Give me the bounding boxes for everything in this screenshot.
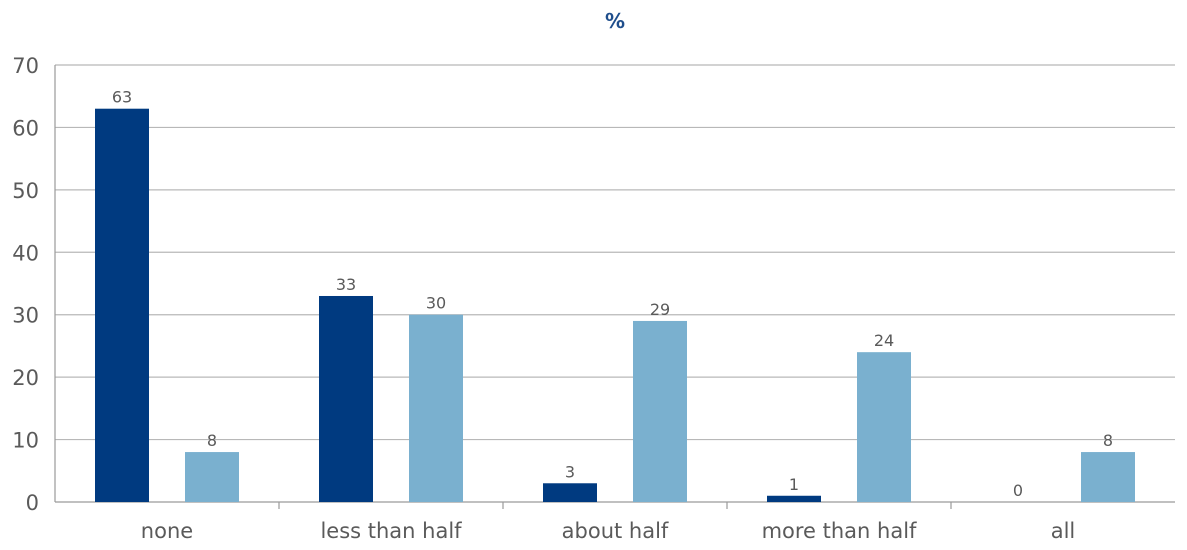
- data-label: 0: [1013, 481, 1023, 500]
- y-tick-label: 70: [12, 54, 39, 78]
- y-tick-label: 0: [26, 491, 39, 515]
- bar-series-1: [95, 108, 149, 502]
- bar-series-2: [409, 314, 463, 502]
- category-label: about half: [562, 519, 669, 543]
- data-labels: 63 8 33 30 3 29 1 24 0 8: [112, 88, 1113, 500]
- category-label: none: [141, 519, 193, 543]
- data-label: 8: [207, 431, 217, 450]
- data-label: 1: [789, 475, 799, 494]
- bar-series-1: [767, 495, 821, 502]
- data-label: 33: [336, 275, 356, 294]
- category-label: more than half: [762, 519, 917, 543]
- bar-series-2: [185, 452, 239, 502]
- chart-title: %: [605, 9, 625, 33]
- bar-series-1: [319, 295, 373, 502]
- y-tick-label: 40: [12, 241, 39, 265]
- data-label: 24: [874, 331, 894, 350]
- category-label: all: [1051, 519, 1076, 543]
- y-tick-label: 50: [12, 179, 39, 203]
- data-label: 63: [112, 88, 132, 107]
- data-label: 30: [426, 294, 446, 313]
- y-tick-label: 10: [12, 429, 39, 453]
- bar-series-2: [857, 352, 911, 502]
- x-axis-category-labels: none less than half about half more than ha…: [141, 519, 1075, 543]
- data-label: 29: [650, 300, 670, 319]
- data-label: 8: [1103, 431, 1113, 450]
- y-tick-label: 30: [12, 304, 39, 328]
- category-label: less than half: [320, 519, 462, 543]
- bar-series-2: [633, 320, 687, 502]
- bar-series-1: [543, 483, 597, 502]
- y-tick-label: 60: [12, 116, 39, 140]
- axes: [54, 65, 1175, 509]
- y-axis-tick-labels: 0 10 20 30 40 50 60 70: [12, 54, 39, 515]
- bar-series-2: [1081, 452, 1135, 502]
- bars: [95, 108, 1135, 502]
- y-tick-label: 20: [12, 366, 39, 390]
- data-label: 3: [565, 462, 575, 481]
- gridlines: [55, 64, 1175, 441]
